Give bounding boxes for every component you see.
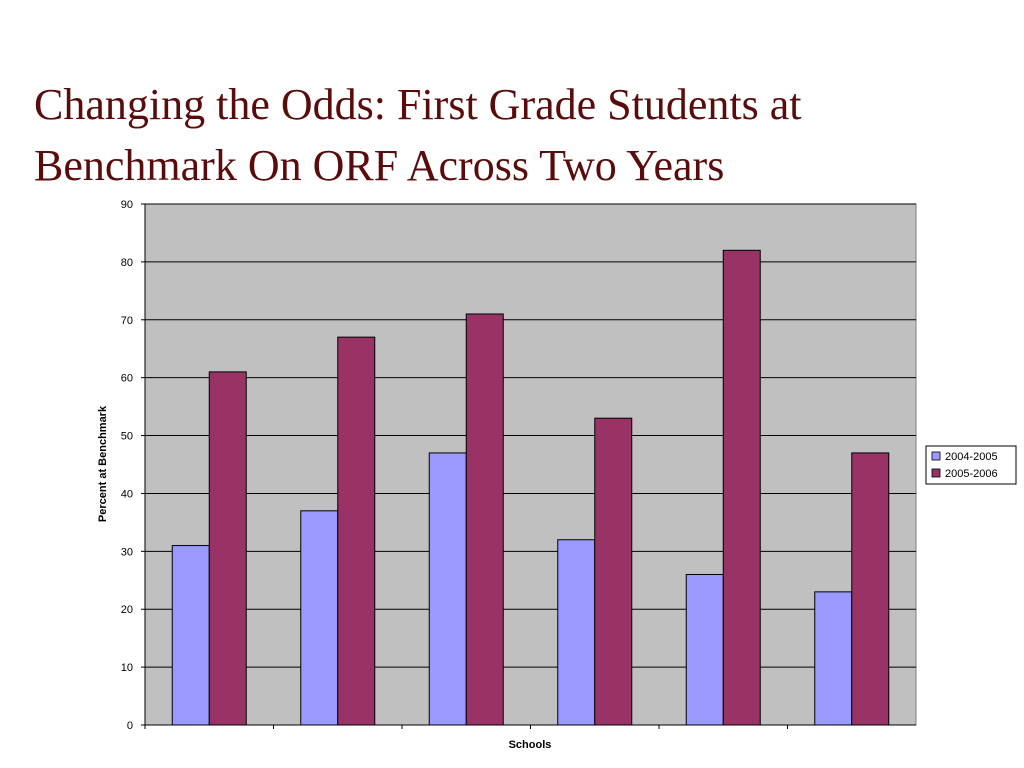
y-tick-label: 10	[121, 662, 133, 674]
plot-area	[144, 203, 917, 726]
bar-2005-2006-school-2	[337, 336, 376, 726]
y-tick-label: 40	[121, 488, 133, 500]
y-tick-label: 80	[121, 257, 133, 269]
y-tick-label: 90	[121, 199, 133, 211]
bar-2005-2006-school-6	[851, 452, 890, 726]
legend: 2004-2005 2005-2006	[925, 445, 1017, 485]
legend-box	[925, 445, 1017, 485]
legend-swatch-2004-2005	[931, 451, 941, 461]
y-tick-label: 0	[127, 720, 133, 732]
bar-2005-2006-school-1	[208, 371, 247, 726]
bars	[171, 249, 890, 726]
bar-2004-2005-school-4	[557, 539, 596, 726]
y-tick-label: 50	[121, 431, 133, 443]
bar-2005-2006-school-3	[465, 313, 504, 726]
bar-2004-2005-school-2	[300, 510, 339, 726]
legend-swatch-2005-2006	[931, 468, 941, 478]
bar-2005-2006-school-4	[594, 417, 633, 726]
y-axis-title: Percent at Benchmark	[97, 405, 109, 522]
bar-2004-2005-school-5	[685, 573, 724, 726]
legend-label-2004-2005: 2004-2005	[945, 451, 998, 463]
y-tick-label: 70	[121, 315, 133, 327]
bar-2004-2005-school-6	[814, 591, 853, 726]
y-tick-label: 20	[121, 604, 133, 616]
legend-label-2005-2006: 2005-2006	[945, 468, 998, 480]
bar-2005-2006-school-5	[722, 249, 761, 726]
bar-2004-2005-school-1	[171, 545, 210, 726]
slide-title: Changing the Odds: First Grade Students …	[34, 80, 802, 190]
x-axis-title: Schools	[509, 739, 552, 751]
y-axis-ticks: 0 10 20 30 40 50 60 70 80 90	[121, 199, 788, 732]
y-tick-label: 30	[121, 546, 133, 558]
y-tick-label: 60	[121, 373, 133, 385]
gridlines	[145, 203, 916, 668]
bar-2004-2005-school-3	[428, 452, 467, 726]
